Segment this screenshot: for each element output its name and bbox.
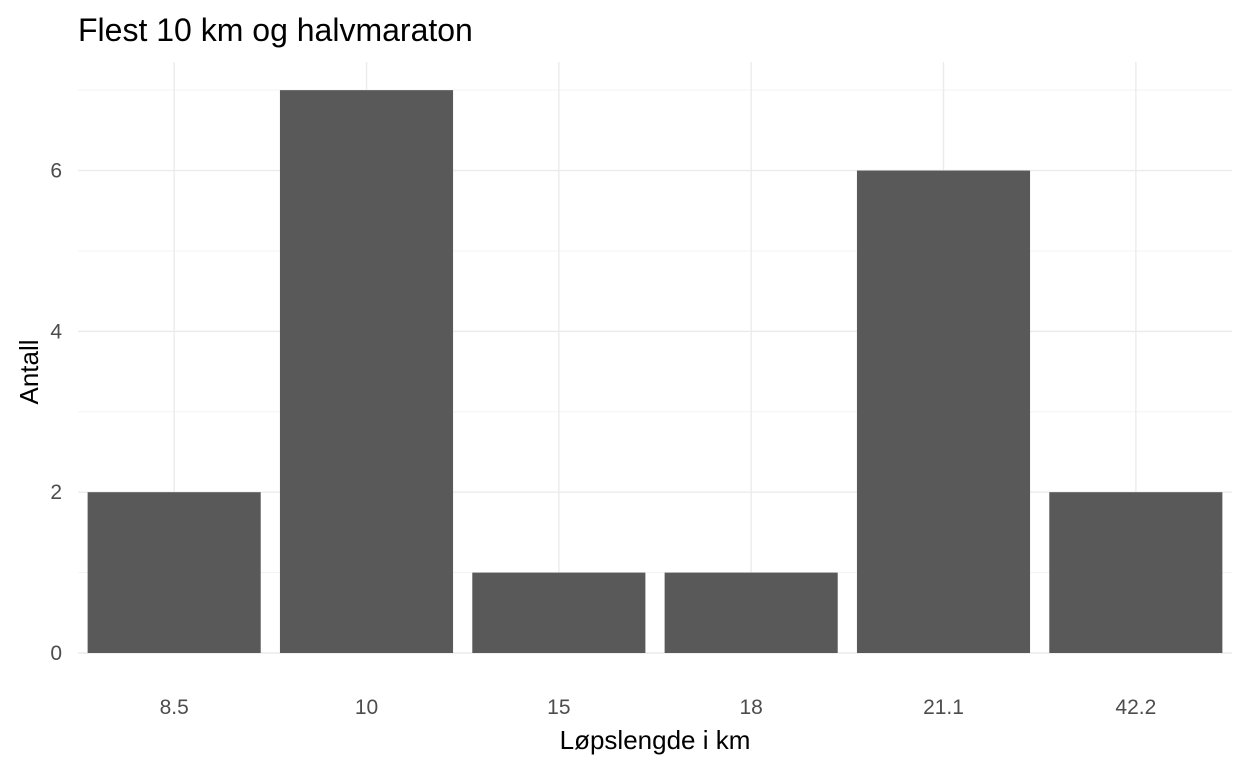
y-tick-label: 6 [50,160,62,183]
x-tick-label: 42.2 [1115,696,1156,719]
bar-10 [279,90,454,653]
y-axis-title: Antall [14,339,44,404]
y-axis-ticks: 0 2 4 6 [50,160,62,665]
y-tick-label: 4 [50,320,62,343]
x-tick-label: 8.5 [160,696,189,719]
y-tick-label: 2 [50,481,62,504]
x-axis-ticks: 8.5 10 15 18 21.1 42.2 [160,696,1157,719]
bar-15 [472,572,646,653]
bar-21.1 [856,170,1031,653]
x-tick-label: 10 [355,696,378,719]
x-tick-label: 21.1 [923,696,964,719]
bar-8.5 [87,492,261,653]
y-tick-label: 0 [50,642,62,665]
bar-42.2 [1049,492,1223,653]
bars [87,90,1223,653]
chart-title: Flest 10 km og halvmaraton [78,12,473,48]
x-tick-label: 18 [739,696,762,719]
x-tick-label: 15 [547,696,570,719]
bar-18 [664,572,838,653]
x-axis-title: Løpslengde i km [560,725,751,755]
